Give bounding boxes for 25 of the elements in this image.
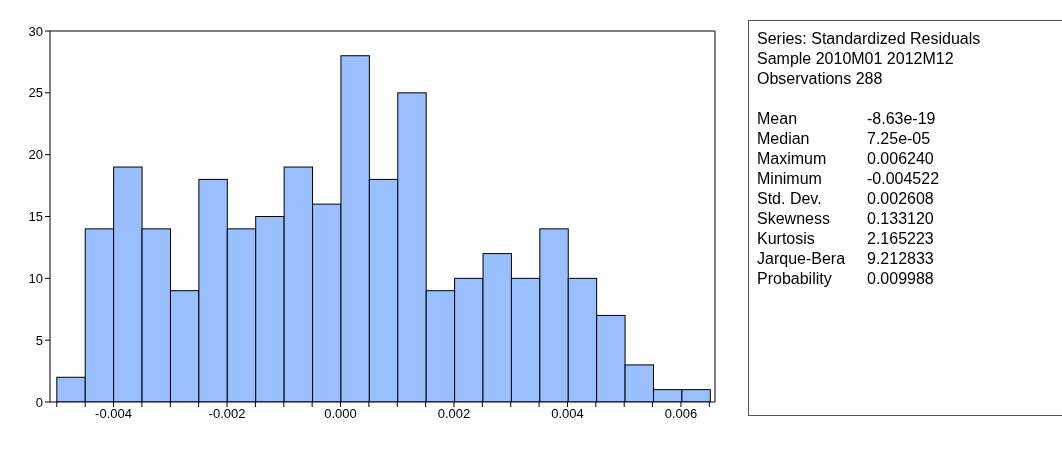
text: Std. Dev. 0.002608	[757, 190, 934, 207]
x-tick-label: 0.006	[664, 406, 698, 422]
text: Sample 2010M01 2012M12	[757, 49, 955, 69]
y-tick-label: 5	[35, 332, 43, 348]
x-tick-label: 0.002	[437, 406, 471, 422]
x-tick-label: -0.004	[95, 406, 132, 422]
text: Kurtosis 2.165223	[757, 230, 934, 247]
text: Minimum -0.004522	[757, 170, 940, 187]
text: Median 7.25e-05	[757, 130, 931, 147]
y-tick-label: 15	[28, 209, 43, 225]
x-tick-label: 0.000	[324, 406, 357, 422]
text: Maximum 0.006240	[757, 150, 934, 167]
y-tick-label: 0	[35, 394, 43, 410]
text: Skewness 0.133120	[757, 210, 934, 227]
text: Series: Standardized Residuals	[757, 29, 982, 49]
text: Jarque-Bera 9.212833	[757, 250, 934, 267]
y-tick-label: 30	[28, 23, 43, 39]
y-tick-label: 10	[28, 270, 43, 286]
text: Probability 0.009988	[757, 270, 934, 287]
y-tick-label: 25	[28, 85, 43, 101]
text: Observations 288	[757, 69, 884, 89]
y-tick-label: 20	[28, 147, 43, 163]
x-tick-label: -0.002	[208, 406, 246, 422]
x-tick-label: 0.004	[551, 406, 584, 422]
text: Mean -8.63e-19	[757, 110, 936, 127]
